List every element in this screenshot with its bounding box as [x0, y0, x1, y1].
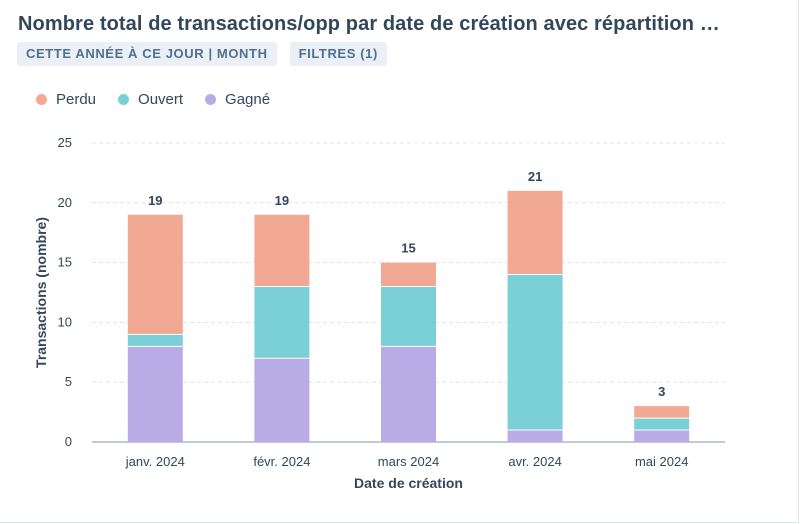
period-tag[interactable]: CETTE ANNÉE À CE JOUR | MONTH: [17, 42, 277, 66]
legend-item-perdu[interactable]: Perdu: [36, 91, 96, 108]
y-tick-label: 10: [58, 314, 72, 329]
bar-gagne-0[interactable]: [127, 346, 183, 442]
bar-total-label: 21: [528, 169, 542, 184]
y-tick-label: 20: [58, 195, 72, 210]
filters-button[interactable]: FILTRES (1): [289, 42, 387, 66]
x-tick-label: janv. 2024: [125, 454, 185, 469]
bar-ouvert-0[interactable]: [127, 334, 183, 347]
x-tick-label: avr. 2024: [508, 454, 562, 469]
bar-total-label: 19: [275, 193, 289, 208]
bar-perdu-0[interactable]: [127, 214, 183, 335]
bar-ouvert-1[interactable]: [254, 286, 310, 359]
filter-tags: CETTE ANNÉE À CE JOUR | MONTH FILTRES (1…: [17, 42, 387, 66]
x-tick-label: mai 2024: [635, 454, 688, 469]
bar-perdu-2[interactable]: [381, 262, 436, 287]
bar-ouvert-3[interactable]: [507, 274, 563, 431]
bar-total-label: 15: [401, 241, 415, 256]
chart-legend: Perdu Ouvert Gagné: [36, 91, 270, 108]
y-tick-label: 25: [58, 135, 72, 150]
x-axis-title: Date de création: [354, 475, 463, 491]
bar-perdu-3[interactable]: [507, 190, 563, 275]
bar-gagne-4[interactable]: [634, 430, 690, 442]
legend-label-perdu: Perdu: [56, 91, 97, 108]
y-axis-title: Transactions (nombre): [33, 217, 49, 368]
bar-ouvert-4[interactable]: [634, 418, 690, 431]
legend-label-ouvert: Ouvert: [138, 91, 184, 108]
bar-ouvert-2[interactable]: [381, 286, 436, 347]
bar-total-label: 3: [658, 384, 665, 399]
y-tick-label: 5: [65, 374, 72, 389]
legend-item-ouvert[interactable]: Ouvert: [118, 91, 183, 108]
bar-perdu-4[interactable]: [634, 406, 690, 419]
legend-swatch-ouvert: [118, 94, 130, 105]
legend-label-gagne: Gagné: [225, 91, 271, 108]
bar-gagne-1[interactable]: [254, 358, 310, 442]
y-tick-label: 0: [65, 434, 72, 449]
legend-item-gagne[interactable]: Gagné: [205, 91, 270, 108]
bar-total-label: 19: [148, 193, 162, 208]
y-tick-label: 15: [58, 255, 72, 270]
report-title: Nombre total de transactions/opp par dat…: [18, 13, 720, 35]
bar-gagne-2[interactable]: [381, 346, 436, 442]
bar-gagne-3[interactable]: [507, 430, 563, 442]
x-tick-label: févr. 2024: [253, 454, 310, 469]
x-tick-label: mars 2024: [378, 454, 439, 469]
legend-swatch-gagne: [205, 94, 217, 105]
bar-perdu-1[interactable]: [254, 214, 310, 287]
legend-swatch-perdu: [36, 94, 47, 105]
